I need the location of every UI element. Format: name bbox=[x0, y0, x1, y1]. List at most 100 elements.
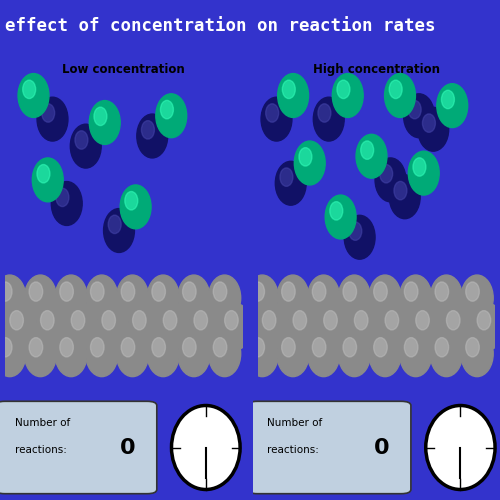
Circle shape bbox=[66, 304, 98, 350]
Circle shape bbox=[435, 338, 448, 357]
Circle shape bbox=[282, 338, 295, 357]
Circle shape bbox=[418, 108, 448, 151]
Text: Number of: Number of bbox=[268, 418, 322, 428]
Text: High concentration: High concentration bbox=[313, 64, 440, 76]
Circle shape bbox=[337, 80, 350, 98]
Circle shape bbox=[408, 151, 439, 195]
Circle shape bbox=[108, 215, 121, 234]
Circle shape bbox=[404, 282, 418, 301]
Circle shape bbox=[164, 310, 177, 330]
Circle shape bbox=[56, 188, 69, 206]
Circle shape bbox=[369, 275, 401, 321]
Circle shape bbox=[380, 164, 392, 183]
Circle shape bbox=[104, 208, 134, 252]
Circle shape bbox=[343, 338, 356, 357]
Circle shape bbox=[325, 195, 356, 239]
Circle shape bbox=[280, 168, 293, 186]
Circle shape bbox=[349, 222, 362, 240]
Circle shape bbox=[390, 175, 420, 218]
Circle shape bbox=[121, 338, 135, 357]
Text: Number of: Number of bbox=[14, 418, 70, 428]
FancyBboxPatch shape bbox=[248, 402, 411, 494]
Circle shape bbox=[37, 164, 50, 183]
Circle shape bbox=[350, 304, 382, 350]
Circle shape bbox=[213, 338, 227, 357]
Circle shape bbox=[178, 275, 210, 321]
Text: reactions:: reactions: bbox=[14, 446, 66, 456]
Circle shape bbox=[94, 107, 107, 126]
Circle shape bbox=[147, 275, 180, 321]
Circle shape bbox=[70, 124, 101, 168]
Circle shape bbox=[90, 338, 104, 357]
Circle shape bbox=[60, 338, 74, 357]
Circle shape bbox=[344, 216, 375, 259]
Circle shape bbox=[413, 158, 426, 176]
Circle shape bbox=[40, 310, 54, 330]
Circle shape bbox=[277, 275, 309, 321]
Circle shape bbox=[330, 202, 343, 220]
Circle shape bbox=[213, 282, 227, 301]
Circle shape bbox=[276, 162, 306, 205]
Circle shape bbox=[128, 304, 160, 350]
Circle shape bbox=[37, 97, 68, 141]
Circle shape bbox=[0, 338, 12, 357]
Circle shape bbox=[121, 282, 135, 301]
Circle shape bbox=[385, 310, 398, 330]
Circle shape bbox=[125, 192, 138, 210]
Circle shape bbox=[312, 338, 326, 357]
Circle shape bbox=[332, 74, 363, 118]
Circle shape bbox=[55, 275, 88, 321]
Circle shape bbox=[182, 338, 196, 357]
Circle shape bbox=[97, 304, 130, 350]
Text: 0: 0 bbox=[374, 438, 389, 458]
Circle shape bbox=[430, 330, 462, 376]
Circle shape bbox=[461, 330, 493, 376]
Circle shape bbox=[251, 338, 264, 357]
Circle shape bbox=[208, 330, 240, 376]
Circle shape bbox=[22, 80, 36, 98]
Circle shape bbox=[120, 185, 151, 229]
Circle shape bbox=[411, 304, 443, 350]
Circle shape bbox=[156, 94, 186, 138]
Circle shape bbox=[75, 131, 88, 149]
Circle shape bbox=[312, 282, 326, 301]
Circle shape bbox=[277, 330, 309, 376]
Circle shape bbox=[52, 182, 82, 226]
Circle shape bbox=[319, 304, 351, 350]
Circle shape bbox=[472, 304, 500, 350]
FancyBboxPatch shape bbox=[0, 402, 157, 494]
Circle shape bbox=[60, 282, 74, 301]
Circle shape bbox=[0, 282, 12, 301]
Circle shape bbox=[55, 330, 88, 376]
Circle shape bbox=[416, 310, 430, 330]
Circle shape bbox=[142, 120, 154, 139]
Circle shape bbox=[90, 100, 120, 144]
Circle shape bbox=[18, 74, 49, 118]
Circle shape bbox=[24, 275, 56, 321]
Circle shape bbox=[258, 304, 290, 350]
Circle shape bbox=[246, 275, 278, 321]
Circle shape bbox=[102, 310, 116, 330]
Circle shape bbox=[178, 330, 210, 376]
Circle shape bbox=[194, 310, 207, 330]
Circle shape bbox=[369, 330, 401, 376]
Text: 0: 0 bbox=[120, 438, 135, 458]
Circle shape bbox=[360, 141, 374, 160]
Circle shape bbox=[338, 275, 370, 321]
Circle shape bbox=[374, 338, 388, 357]
Circle shape bbox=[466, 282, 479, 301]
Circle shape bbox=[400, 275, 432, 321]
Circle shape bbox=[477, 310, 490, 330]
Circle shape bbox=[324, 310, 338, 330]
Circle shape bbox=[5, 304, 38, 350]
Circle shape bbox=[466, 338, 479, 357]
Circle shape bbox=[294, 141, 325, 185]
Circle shape bbox=[318, 104, 331, 122]
Circle shape bbox=[282, 80, 296, 98]
Circle shape bbox=[404, 338, 418, 357]
Circle shape bbox=[29, 282, 42, 301]
Circle shape bbox=[308, 275, 340, 321]
Circle shape bbox=[262, 310, 276, 330]
Circle shape bbox=[375, 158, 406, 202]
Circle shape bbox=[71, 310, 85, 330]
